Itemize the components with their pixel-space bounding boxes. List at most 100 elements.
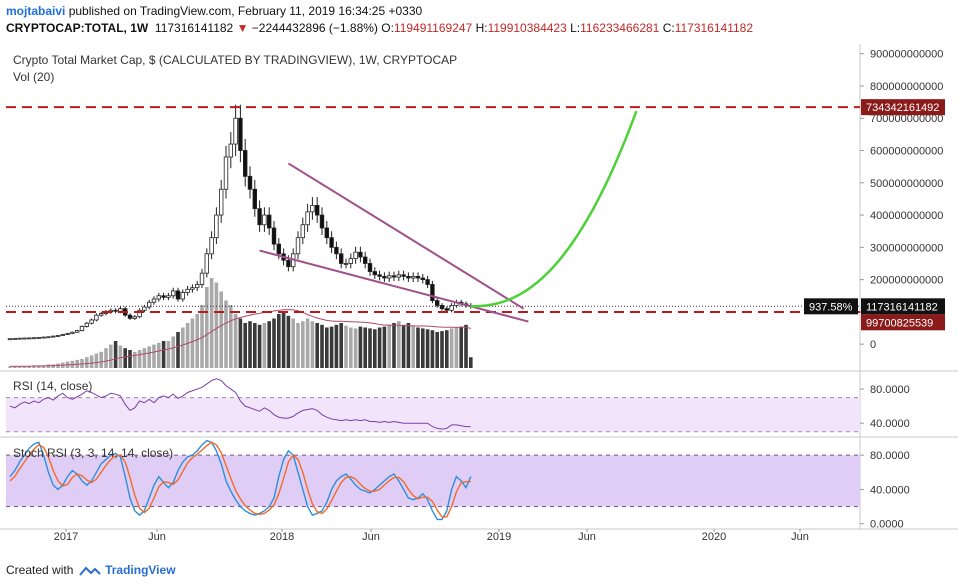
- tradingview-brand-link[interactable]: TradingView: [105, 563, 176, 577]
- author-link[interactable]: mojtabaivi: [6, 4, 66, 18]
- volume-bar: [17, 366, 22, 368]
- volume-bar: [22, 366, 27, 368]
- price-candle: [99, 313, 104, 316]
- volume-bar: [118, 345, 123, 368]
- volume-bar: [296, 323, 300, 368]
- price-candle: [305, 211, 310, 226]
- time-tick-label: 2019: [487, 531, 511, 543]
- volume-bar: [440, 331, 444, 368]
- price-tick-label: 200000000000: [870, 275, 943, 287]
- volume-bar: [181, 327, 185, 368]
- volume-bar: [224, 300, 228, 368]
- price-tick-label: 900000000000: [870, 49, 943, 61]
- volume-bar: [421, 328, 425, 368]
- volume-bar: [104, 348, 108, 368]
- price-candle: [386, 275, 392, 279]
- current-price-label-bg: [861, 298, 945, 315]
- volume-bar: [435, 332, 439, 368]
- price-candle: [127, 314, 133, 319]
- volume-bar: [368, 328, 372, 368]
- price-candle: [166, 295, 171, 298]
- price-tick-label: 300000000000: [870, 242, 943, 254]
- volume-bar: [113, 341, 118, 368]
- wedge-trendline: [259, 249, 529, 323]
- volume-bar: [89, 355, 94, 368]
- price-candle: [295, 237, 301, 255]
- volume-bar: [233, 314, 238, 368]
- price-candle: [276, 243, 281, 255]
- symbol-name: CRYPTOCAP:TOTAL, 1W: [6, 21, 149, 35]
- price-candle: [425, 279, 430, 285]
- volume-bar: [219, 291, 223, 368]
- close-label: C:: [662, 21, 675, 35]
- volume-bar: [195, 314, 199, 368]
- volume-bar: [358, 326, 363, 368]
- price-candle: [262, 214, 267, 226]
- support-price-label: 99700825539: [866, 317, 933, 329]
- price-candle: [113, 309, 118, 312]
- projection-curve: [470, 110, 638, 308]
- volume-bar: [243, 323, 247, 368]
- rsi-line: [9, 378, 471, 430]
- price-candle: [439, 305, 445, 310]
- time-tick-label: 2017: [54, 531, 78, 543]
- volume-bar: [454, 327, 459, 368]
- price-candle: [223, 156, 229, 190]
- price-candle: [338, 253, 344, 264]
- volume-bar: [176, 332, 180, 368]
- volume-bar: [349, 327, 353, 368]
- price-candle: [300, 224, 305, 239]
- rsi-tick-label: 80.0000: [870, 384, 910, 396]
- stoch-tick-label: 80.0000: [870, 450, 910, 462]
- price-candle: [271, 227, 277, 245]
- price-candle: [36, 336, 41, 339]
- stoch-d-line: [9, 441, 471, 518]
- price-candle: [185, 288, 190, 293]
- grid-layer: [0, 44, 958, 530]
- volume-bar: [401, 324, 406, 368]
- percent-change-label: 937.58%: [809, 301, 853, 313]
- close-value: 117316141182: [674, 21, 753, 35]
- volume-bar: [214, 282, 219, 368]
- price-candle: [406, 275, 411, 279]
- price-candle: [353, 251, 358, 260]
- time-tick-label: 2020: [702, 531, 726, 543]
- price-candle: [377, 274, 382, 277]
- volume-bar: [373, 329, 377, 368]
- created-with-text: Created with: [6, 563, 74, 577]
- volume-bar: [445, 330, 449, 368]
- price-candle: [170, 290, 176, 297]
- volume-bars: [8, 278, 473, 368]
- price-candle: [190, 287, 195, 290]
- price-tick-label: 600000000000: [870, 146, 943, 158]
- volume-ma-line: [10, 309, 471, 367]
- low-label: L:: [570, 21, 581, 35]
- volume-bar: [416, 327, 420, 368]
- high-label: H:: [475, 21, 488, 35]
- volume-bar: [449, 328, 454, 368]
- price-candle: [60, 334, 65, 336]
- volume-bar: [397, 321, 401, 368]
- price-candle: [343, 263, 349, 265]
- price-candle: [209, 237, 214, 255]
- price-candle: [348, 258, 353, 264]
- volume-bar: [315, 323, 319, 368]
- publish-header: mojtabaivi published on TradingView.com,…: [6, 4, 422, 18]
- volume-bar: [277, 314, 281, 368]
- price-candle: [46, 336, 51, 339]
- volume-bar: [334, 324, 339, 368]
- rsi-tick-label: 40.0000: [870, 418, 910, 430]
- volume-bar: [310, 321, 315, 368]
- price-candle: [204, 253, 209, 274]
- volume-bar: [325, 327, 329, 368]
- volume-bar: [190, 318, 195, 368]
- price-candle: [434, 300, 440, 306]
- volume-legend: Vol (20): [13, 70, 55, 84]
- price-candle: [420, 277, 425, 281]
- volume-bar: [320, 324, 324, 368]
- volume-bar: [339, 323, 343, 368]
- price-tick-label: 800000000000: [870, 81, 943, 93]
- price-candle: [367, 263, 373, 272]
- volume-bar: [171, 336, 175, 368]
- volume-bar: [205, 287, 209, 368]
